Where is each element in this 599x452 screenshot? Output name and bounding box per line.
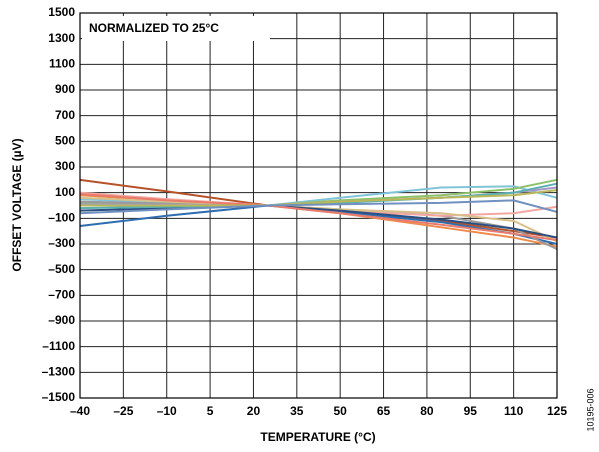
figure-id: 10195-006 bbox=[585, 388, 595, 431]
x-tick-label: 125 bbox=[547, 404, 567, 418]
y-tick-label: 1100 bbox=[49, 57, 75, 71]
y-tick-label: –1100 bbox=[42, 339, 75, 353]
y-tick-label: –500 bbox=[48, 262, 75, 276]
annotation: NORMALIZED TO 25°C bbox=[89, 21, 219, 35]
y-tick-label: 900 bbox=[55, 82, 75, 96]
series-line bbox=[79, 204, 558, 239]
y-tick-label: 100 bbox=[55, 185, 75, 199]
series-line bbox=[79, 182, 558, 210]
annotation-box bbox=[82, 16, 270, 41]
x-tick-label: 20 bbox=[247, 404, 261, 418]
series-line bbox=[79, 199, 558, 215]
y-tick-label: 1300 bbox=[48, 31, 75, 45]
x-tick-label: 110 bbox=[504, 404, 524, 418]
series-line bbox=[79, 196, 558, 243]
x-tick-label: 50 bbox=[334, 404, 348, 418]
y-tick-label: –1300 bbox=[42, 365, 76, 379]
y-tick-label: –100 bbox=[48, 211, 75, 225]
x-tick-label: 5 bbox=[207, 404, 214, 418]
y-tick-label: –300 bbox=[48, 236, 75, 250]
y-tick-label: 1500 bbox=[48, 5, 75, 19]
x-tick-label: 80 bbox=[420, 404, 434, 418]
y-tick-label: 700 bbox=[55, 108, 75, 122]
x-tick-label: –10 bbox=[157, 404, 177, 418]
x-tick-label: 35 bbox=[290, 404, 304, 418]
x-tick-label: 65 bbox=[377, 404, 391, 418]
tick-labels: –1500 –1300 –1100 –900 –700 –500 –300 –100 100 30… bbox=[42, 5, 568, 418]
series-lines bbox=[79, 178, 558, 251]
x-axis-title: TEMPERATURE (°C) bbox=[260, 430, 375, 444]
series-line bbox=[80, 189, 558, 207]
x-tick-label: –40 bbox=[70, 404, 90, 418]
y-tick-label: 300 bbox=[55, 159, 75, 173]
x-tick-label: –25 bbox=[113, 404, 133, 418]
y-axis-title: OFFSET VOLTAGE (µV) bbox=[10, 138, 24, 271]
series-line bbox=[79, 192, 558, 242]
y-tick-label: –900 bbox=[48, 313, 75, 327]
plot-frame bbox=[79, 12, 558, 399]
x-tick-label: 95 bbox=[464, 404, 478, 418]
y-tick-label: 500 bbox=[55, 134, 75, 148]
y-tick-label: –1500 bbox=[42, 390, 76, 404]
y-tick-label: –700 bbox=[48, 288, 75, 302]
